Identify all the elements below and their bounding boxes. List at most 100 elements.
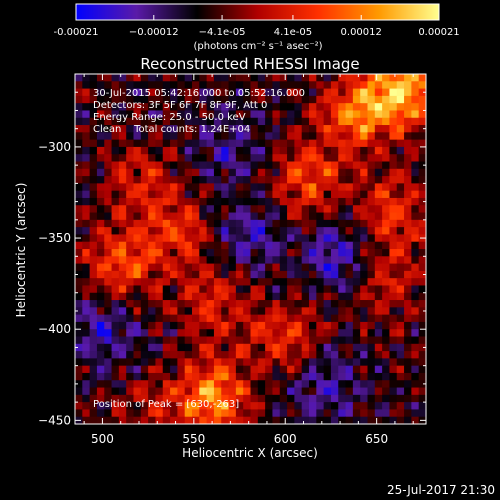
heatmap-cell [89, 95, 98, 104]
heatmap-cell [301, 256, 310, 264]
heatmap-cell [155, 190, 164, 199]
heatmap-cell [89, 197, 98, 206]
heatmap-cell [104, 270, 112, 279]
heatmap-cell [352, 372, 361, 381]
heatmap-cell [257, 197, 266, 206]
heatmap-cell [250, 416, 259, 424]
heatmap-cell [316, 219, 325, 228]
heatmap-cell [206, 336, 215, 345]
heatmap-cell [279, 190, 288, 199]
heatmap-cell [265, 292, 273, 301]
heatmap-cell [96, 278, 105, 286]
heatmap-cell [330, 110, 339, 119]
heatmap-cell [360, 394, 368, 403]
heatmap-cell [221, 117, 229, 126]
heatmap-cell [213, 139, 222, 148]
heatmap-cell [148, 329, 156, 337]
heatmap-cell [382, 110, 390, 119]
heatmap-cell [316, 132, 325, 141]
heatmap-cell [82, 307, 91, 316]
heatmap-cell [177, 285, 186, 294]
heatmap-cell [221, 292, 229, 301]
heatmap-cell [118, 176, 127, 184]
heatmap-cell [206, 358, 215, 367]
heatmap-cell [250, 256, 259, 264]
heatmap-cell [155, 146, 164, 155]
heatmap-cell [111, 74, 120, 82]
heatmap-cell [192, 88, 200, 97]
heatmap-cell [199, 321, 208, 330]
heatmap-cell [323, 161, 332, 170]
heatmap-cell [89, 110, 98, 119]
heatmap-cell [206, 125, 215, 133]
heatmap-cell [243, 380, 251, 388]
heatmap-cell [367, 176, 376, 184]
heatmap-cell [279, 146, 288, 155]
heatmap-cell [104, 307, 112, 316]
heatmap-cell [294, 205, 303, 213]
heatmap-cell [228, 95, 237, 104]
heatmap-cell [411, 88, 420, 97]
heatmap-cell [75, 125, 83, 133]
heatmap-cell [155, 321, 164, 330]
heatmap-cell [243, 81, 251, 89]
heatmap-cell [192, 365, 200, 374]
heatmap-cell [228, 176, 237, 184]
heatmap-cell [345, 285, 354, 294]
heatmap-cell [309, 81, 317, 89]
heatmap-cell [294, 154, 303, 162]
heatmap-cell [140, 365, 149, 374]
heatmap-cell [279, 212, 288, 221]
heatmap-cell [309, 409, 317, 418]
heatmap-cell [213, 183, 222, 192]
heatmap-cell [140, 343, 149, 352]
heatmap-cell [360, 365, 368, 374]
heatmap-cell [352, 307, 361, 316]
heatmap-cell [192, 409, 200, 418]
heatmap-cell [162, 205, 171, 213]
heatmap-cell [257, 372, 266, 381]
heatmap-cell [360, 176, 368, 184]
heatmap-cell [316, 146, 325, 155]
heatmap-cell [272, 227, 281, 235]
heatmap-cell [367, 256, 376, 264]
heatmap-cell [133, 139, 142, 148]
heatmap-cell [404, 234, 412, 243]
heatmap-cell [294, 161, 303, 170]
heatmap-cell [265, 234, 273, 243]
heatmap-cell [133, 205, 142, 213]
heatmap-cell [272, 125, 281, 133]
heatmap-cell [213, 168, 222, 177]
heatmap-cell [111, 176, 120, 184]
heatmap-cell [418, 74, 426, 82]
heatmap-cell [133, 307, 142, 316]
heatmap-cell [389, 241, 398, 250]
heatmap-cell [133, 285, 142, 294]
heatmap-cell [96, 321, 105, 330]
heatmap-cell [287, 74, 295, 82]
heatmap-cell [243, 358, 251, 367]
heatmap-cell [177, 300, 186, 308]
heatmap-cell [396, 154, 405, 162]
heatmap-cell [148, 409, 156, 418]
heatmap-cell [155, 285, 164, 294]
heatmap-cell [133, 372, 142, 381]
heatmap-cell [192, 139, 200, 148]
heatmap-cell [294, 212, 303, 221]
heatmap-cell [257, 263, 266, 272]
heatmap-cell [250, 125, 259, 133]
heatmap-cell [184, 168, 193, 177]
heatmap-cell [228, 234, 237, 243]
heatmap-cell [162, 365, 171, 374]
heatmap-cell [184, 300, 193, 308]
heatmap-cell [389, 146, 398, 155]
heatmap-cell [228, 154, 237, 162]
heatmap-cell [118, 168, 127, 177]
heatmap-cell [418, 300, 426, 308]
heatmap-cell [184, 234, 193, 243]
heatmap-cell [199, 292, 208, 301]
heatmap-cell [162, 212, 171, 221]
heatmap-cell [133, 394, 142, 403]
heatmap-cell [250, 278, 259, 286]
heatmap-cell [360, 285, 368, 294]
